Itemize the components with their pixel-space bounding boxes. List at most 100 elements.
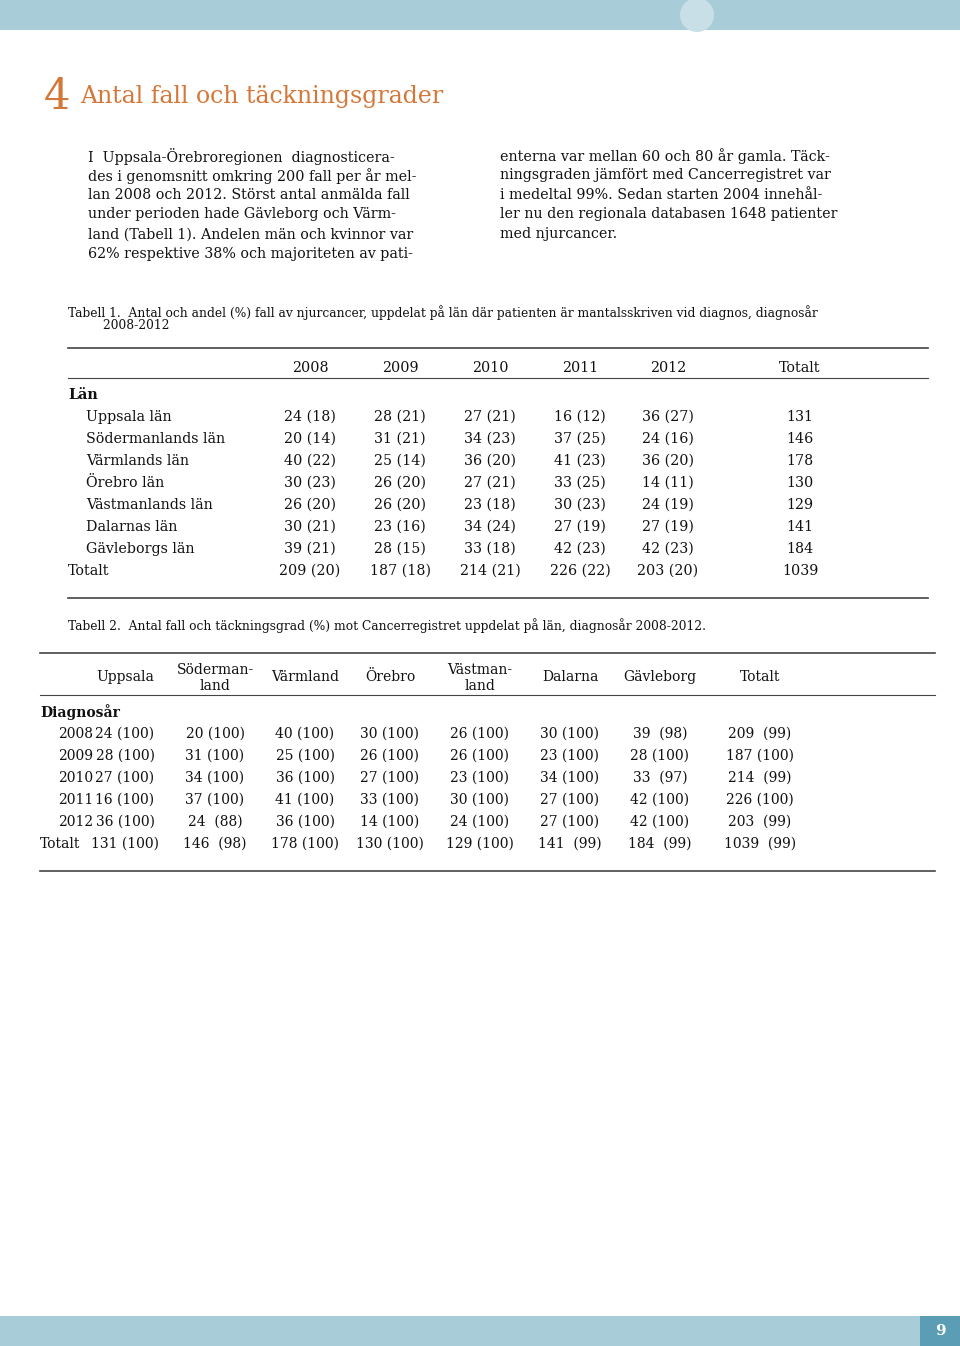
Text: 129 (100): 129 (100)	[446, 837, 514, 851]
Text: 14 (11): 14 (11)	[642, 476, 694, 490]
Text: i medeltal 99%. Sedan starten 2004 innehål-: i medeltal 99%. Sedan starten 2004 inneh…	[500, 187, 823, 202]
Text: 2009: 2009	[382, 361, 419, 376]
Text: 130: 130	[786, 476, 814, 490]
Text: 2010: 2010	[471, 361, 508, 376]
Text: 16 (12): 16 (12)	[554, 411, 606, 424]
Text: Gävleborg: Gävleborg	[623, 670, 697, 684]
Text: 146  (98): 146 (98)	[183, 837, 247, 851]
Text: 33 (100): 33 (100)	[361, 793, 420, 808]
Text: 27 (21): 27 (21)	[464, 411, 516, 424]
Text: Dalarnas län: Dalarnas län	[86, 520, 178, 534]
Text: 24 (100): 24 (100)	[95, 727, 155, 742]
Text: 30 (23): 30 (23)	[554, 498, 606, 511]
Text: 26 (100): 26 (100)	[450, 727, 510, 742]
Text: Värmland: Värmland	[271, 670, 339, 684]
Text: 24 (16): 24 (16)	[642, 432, 694, 446]
Text: Totalt: Totalt	[40, 837, 81, 851]
Text: under perioden hade Gävleborg och Värm-: under perioden hade Gävleborg och Värm-	[88, 207, 396, 221]
Text: 129: 129	[786, 498, 813, 511]
Text: 33 (25): 33 (25)	[554, 476, 606, 490]
Text: 42 (23): 42 (23)	[642, 542, 694, 556]
Text: Örebro län: Örebro län	[86, 476, 164, 490]
Text: Örebro: Örebro	[365, 670, 415, 684]
Text: 184  (99): 184 (99)	[628, 837, 692, 851]
Text: 34 (23): 34 (23)	[464, 432, 516, 446]
Text: 20 (14): 20 (14)	[284, 432, 336, 446]
Text: Antal fall och täckningsgrader: Antal fall och täckningsgrader	[80, 86, 444, 109]
Text: Västmanlands län: Västmanlands län	[86, 498, 213, 511]
Text: 30 (23): 30 (23)	[284, 476, 336, 490]
Text: 26 (20): 26 (20)	[374, 476, 426, 490]
Text: 33  (97): 33 (97)	[633, 771, 687, 785]
Text: 178 (100): 178 (100)	[271, 837, 339, 851]
Bar	[0, 0, 960, 30]
Text: 31 (100): 31 (100)	[185, 748, 245, 763]
Text: Totalt: Totalt	[780, 361, 821, 376]
Text: 2008: 2008	[292, 361, 328, 376]
Circle shape	[680, 0, 714, 32]
Text: ningsgraden jämfört med Cancerregistret var: ningsgraden jämfört med Cancerregistret …	[500, 168, 830, 182]
Text: 37 (100): 37 (100)	[185, 793, 245, 808]
Text: 30 (21): 30 (21)	[284, 520, 336, 534]
Text: 34 (100): 34 (100)	[185, 771, 245, 785]
Text: 209 (20): 209 (20)	[279, 564, 341, 577]
Text: 36 (27): 36 (27)	[642, 411, 694, 424]
Text: 1039  (99): 1039 (99)	[724, 837, 796, 851]
Text: 16 (100): 16 (100)	[95, 793, 155, 808]
Text: Tabell 2.  Antal fall och täckningsgrad (%) mot Cancerregistret uppdelat på län,: Tabell 2. Antal fall och täckningsgrad (…	[68, 618, 706, 633]
Text: 27 (21): 27 (21)	[464, 476, 516, 490]
Text: 214  (99): 214 (99)	[729, 771, 792, 785]
Text: 14 (100): 14 (100)	[360, 814, 420, 829]
Text: 62% respektive 38% och majoriteten av pati-: 62% respektive 38% och majoriteten av pa…	[88, 248, 413, 261]
Text: Totalt: Totalt	[740, 670, 780, 684]
Text: 24  (88): 24 (88)	[188, 814, 242, 829]
Text: 36 (20): 36 (20)	[642, 454, 694, 468]
Text: 178: 178	[786, 454, 814, 468]
Text: 30 (100): 30 (100)	[361, 727, 420, 742]
Text: 30 (100): 30 (100)	[540, 727, 599, 742]
Text: 26 (100): 26 (100)	[450, 748, 510, 763]
Text: Län: Län	[68, 388, 98, 402]
Text: 226 (22): 226 (22)	[550, 564, 611, 577]
Text: 2011: 2011	[562, 361, 598, 376]
Text: lan 2008 och 2012. Störst antal anmälda fall: lan 2008 och 2012. Störst antal anmälda …	[88, 187, 410, 202]
Text: 2008: 2008	[58, 727, 93, 742]
Text: 42 (100): 42 (100)	[631, 814, 689, 829]
Text: 24 (100): 24 (100)	[450, 814, 510, 829]
Text: 26 (20): 26 (20)	[374, 498, 426, 511]
Text: 37 (25): 37 (25)	[554, 432, 606, 446]
Text: 36 (20): 36 (20)	[464, 454, 516, 468]
Text: enterna var mellan 60 och 80 år gamla. Täck-: enterna var mellan 60 och 80 år gamla. T…	[500, 148, 829, 164]
Text: Uppsala län: Uppsala län	[86, 411, 172, 424]
Text: 184: 184	[786, 542, 814, 556]
Text: 141  (99): 141 (99)	[539, 837, 602, 851]
Bar	[0, 1316, 960, 1346]
Text: Tabell 1.  Antal och andel (%) fall av njurcancer, uppdelat på län där patienten: Tabell 1. Antal och andel (%) fall av nj…	[68, 306, 818, 320]
Text: 2009: 2009	[58, 748, 93, 763]
Text: 214 (21): 214 (21)	[460, 564, 520, 577]
Bar	[920, 1316, 960, 1346]
Text: 34 (24): 34 (24)	[464, 520, 516, 534]
Text: 23 (100): 23 (100)	[450, 771, 510, 785]
Text: land: land	[200, 678, 230, 693]
Text: 2010: 2010	[58, 771, 93, 785]
Text: Söderman-: Söderman-	[177, 664, 253, 677]
Text: 27 (100): 27 (100)	[360, 771, 420, 785]
Text: 28 (100): 28 (100)	[95, 748, 155, 763]
Text: 27 (19): 27 (19)	[642, 520, 694, 534]
Text: 42 (23): 42 (23)	[554, 542, 606, 556]
Text: 2011: 2011	[58, 793, 93, 808]
Text: 131 (100): 131 (100)	[91, 837, 159, 851]
Text: 131: 131	[786, 411, 813, 424]
Text: 25 (100): 25 (100)	[276, 748, 334, 763]
Text: 27 (100): 27 (100)	[540, 793, 600, 808]
Text: 187 (100): 187 (100)	[726, 748, 794, 763]
Text: 209  (99): 209 (99)	[729, 727, 792, 742]
Text: Västman-: Västman-	[447, 664, 513, 677]
Text: 36 (100): 36 (100)	[276, 814, 334, 829]
Text: 33 (18): 33 (18)	[464, 542, 516, 556]
Text: 31 (21): 31 (21)	[374, 432, 426, 446]
Text: 226 (100): 226 (100)	[726, 793, 794, 808]
Text: 42 (100): 42 (100)	[631, 793, 689, 808]
Text: 23 (16): 23 (16)	[374, 520, 426, 534]
